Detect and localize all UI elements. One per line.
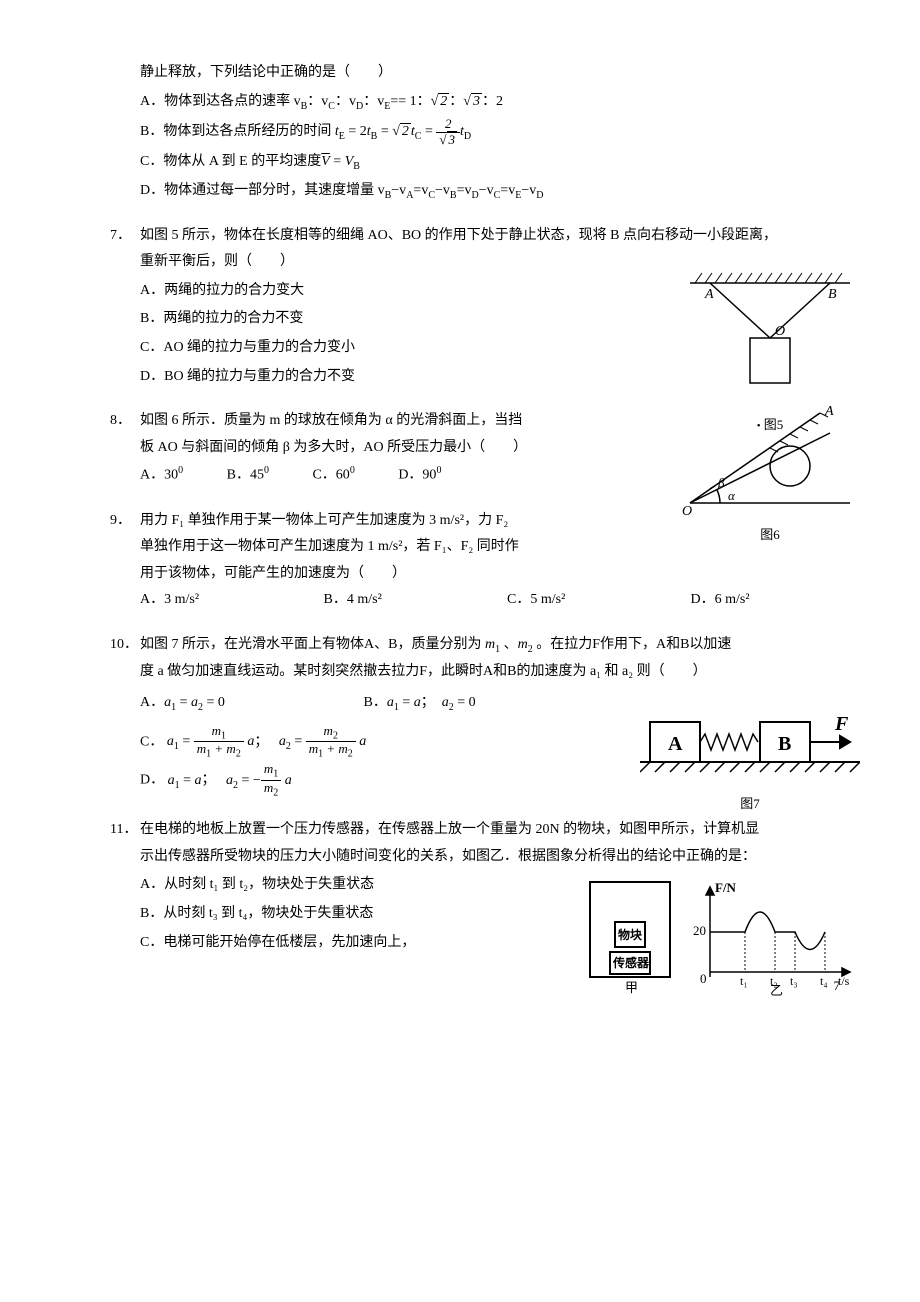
figure-jia-yi: 物块 传感器 甲 F/N 20 0 t₁ t₂ — [580, 877, 860, 997]
q6-option-B: B．物体到达各点所经历的时间 tE = 2tB = √2tC = 2√3tD — [140, 117, 850, 147]
q9-stem: 9．用力 F₁ 单独作用于某一物体上可产生加速度为 3 m/s²，力 F₂ — [110, 508, 850, 535]
svg-text:B: B — [828, 287, 837, 302]
q9-option-D: D．6 m/s² — [691, 587, 750, 614]
q10-option-A: A．a1 = a2 = 0 — [140, 685, 320, 721]
svg-text:A: A — [824, 404, 834, 419]
svg-text:0: 0 — [700, 971, 707, 986]
q10-stem: 10．如图 7 所示，在光滑水平面上有物体A、B，质量分别为 m1 、m2 。在… — [110, 632, 850, 659]
q9-option-C: C．5 m/s² — [507, 587, 647, 614]
q10-option-B: B．a1 = a； a2 = 0 — [364, 685, 476, 721]
q8-option-D: D．900 — [398, 461, 441, 489]
svg-text:物块: 物块 — [618, 927, 643, 942]
svg-text:传感器: 传感器 — [612, 955, 650, 970]
q6-stem-tail: 静止释放，下列结论中正确的是（ ） — [140, 60, 850, 87]
q8-option-C: C．600 — [312, 461, 354, 489]
svg-text:t₃: t₃ — [790, 974, 798, 988]
svg-text:20: 20 — [693, 923, 706, 938]
question-11: 物块 传感器 甲 F/N 20 0 t₁ t₂ — [70, 817, 850, 956]
q8-option-B: B．450 — [227, 461, 269, 489]
q6-option-D: D．物体通过每一部分时，其速度增量 vB−vA=vC−vB=vD−vC=vE−v… — [140, 178, 850, 205]
svg-text:β: β — [717, 475, 725, 490]
question-10: A B F 图7 10．如图 7 所示，在光滑水平面上有物体A、B，质量分别为 … — [70, 632, 850, 799]
q6-option-C: C．物体从 A 到 E 的平均速度V = VB — [140, 149, 850, 176]
svg-text:α: α — [728, 488, 736, 503]
svg-text:A: A — [668, 733, 683, 755]
svg-text:甲: 甲 — [625, 980, 638, 995]
svg-text:乙: 乙 — [770, 983, 783, 997]
q6-option-A: A．物体到达各点的速率 vB：vC：vD：vE== 1：√2：√3：2 — [140, 89, 850, 116]
q8-option-A: A．300 — [140, 461, 183, 489]
question-6-continued: 静止释放，下列结论中正确的是（ ） A．物体到达各点的速率 vB：vC：vD：v… — [70, 60, 850, 205]
q9-options: A．3 m/s² B．4 m/s² C．5 m/s² D．6 m/s² — [140, 587, 850, 614]
svg-text:t₁: t₁ — [740, 974, 748, 988]
svg-text:F: F — [834, 713, 849, 735]
question-9: 9．用力 F₁ 单独作用于某一物体上可产生加速度为 3 m/s²，力 F₂ 单独… — [70, 508, 850, 614]
svg-text:B: B — [778, 733, 791, 755]
q11-stem: 11．在电梯的地板上放置一个压力传感器，在传感器上放一个重量为 20N 的物块，… — [110, 817, 850, 844]
svg-text:t/s: t/s — [838, 974, 850, 988]
question-8: A O α β 图6 8．如图 6 所示．质量为 m 的球放在倾角为 α 的光滑… — [70, 408, 850, 489]
svg-text:O: O — [775, 324, 785, 339]
q7-stem: 7．如图 5 所示，物体在长度相等的细绳 AO、BO 的作用下处于静止状态，现将… — [110, 223, 850, 250]
q6-options: A．物体到达各点的速率 vB：vC：vD：vE== 1：√2：√3：2 B．物体… — [140, 89, 850, 205]
q9-option-B: B．4 m/s² — [324, 587, 464, 614]
svg-text:t₄: t₄ — [820, 974, 828, 988]
figure-7: A B F 图7 — [640, 712, 860, 817]
question-7: A B O • 图5 7．如图 5 所示，物体在长度相等的细绳 AO、BO 的作… — [70, 223, 850, 391]
svg-text:A: A — [704, 287, 714, 302]
q9-option-A: A．3 m/s² — [140, 587, 280, 614]
svg-text:F/N: F/N — [715, 880, 737, 895]
